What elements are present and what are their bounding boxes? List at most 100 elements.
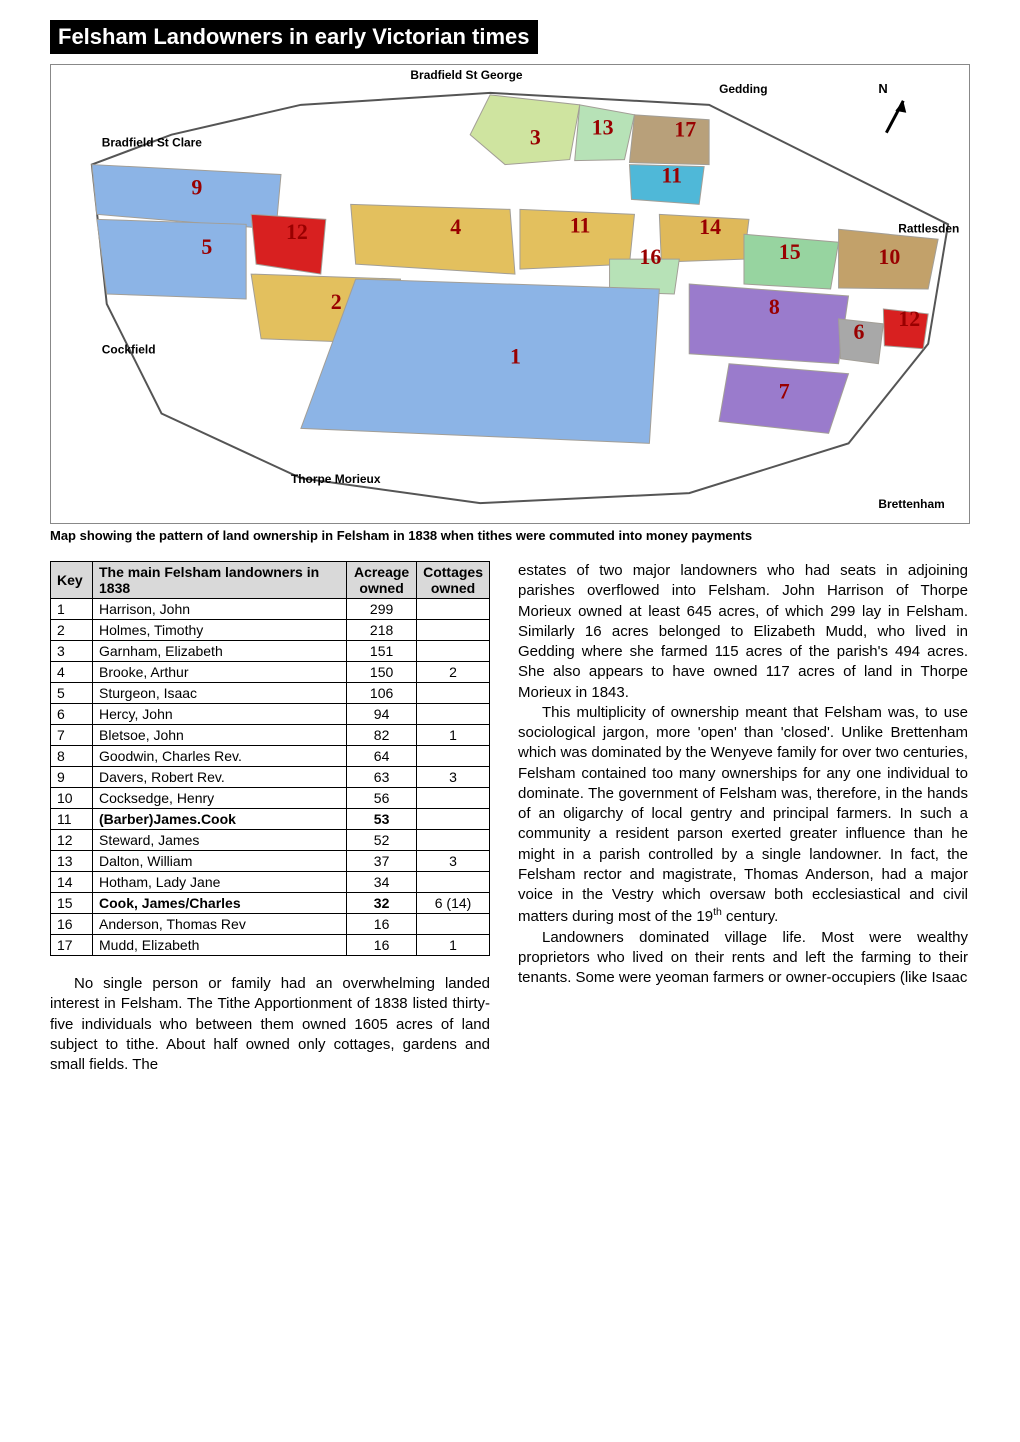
table-cell: 1 bbox=[417, 935, 490, 956]
table-cell: 32 bbox=[347, 893, 417, 914]
table-row: 15Cook, James/Charles326 (14) bbox=[51, 893, 490, 914]
table-cell: 11 bbox=[51, 809, 93, 830]
map-region-number: 12 bbox=[898, 306, 920, 331]
map-label: Rattlesden bbox=[898, 221, 959, 235]
table-cell: 8 bbox=[51, 746, 93, 767]
col-key: Key bbox=[51, 562, 93, 599]
table-cell bbox=[417, 620, 490, 641]
table-row: 11(Barber)James.Cook53 bbox=[51, 809, 490, 830]
table-cell: 299 bbox=[347, 599, 417, 620]
map-region-number: 13 bbox=[592, 115, 614, 140]
table-cell: 3 bbox=[417, 851, 490, 872]
table-cell: 3 bbox=[417, 767, 490, 788]
table-cell: 6 bbox=[51, 704, 93, 725]
table-cell: Brooke, Arthur bbox=[93, 662, 347, 683]
body-paragraph: Landowners dominated village life. Most … bbox=[518, 928, 968, 989]
table-row: 9Davers, Robert Rev.633 bbox=[51, 767, 490, 788]
table-cell: 151 bbox=[347, 641, 417, 662]
table-cell: 82 bbox=[347, 725, 417, 746]
table-cell: 16 bbox=[347, 935, 417, 956]
table-cell: 9 bbox=[51, 767, 93, 788]
table-cell: Garnham, Elizabeth bbox=[93, 641, 347, 662]
map-region-number: 4 bbox=[450, 214, 461, 239]
table-cell: Cocksedge, Henry bbox=[93, 788, 347, 809]
table-cell: Goodwin, Charles Rev. bbox=[93, 746, 347, 767]
map-region-number: 8 bbox=[769, 294, 780, 319]
table-cell bbox=[417, 914, 490, 935]
map-caption: Map showing the pattern of land ownershi… bbox=[50, 528, 970, 543]
table-row: 17Mudd, Elizabeth161 bbox=[51, 935, 490, 956]
table-cell bbox=[417, 683, 490, 704]
table-cell: 64 bbox=[347, 746, 417, 767]
map-region-number: 1 bbox=[510, 344, 521, 369]
table-cell: 17 bbox=[51, 935, 93, 956]
table-cell: (Barber)James.Cook bbox=[93, 809, 347, 830]
table-cell: 16 bbox=[347, 914, 417, 935]
table-cell bbox=[417, 641, 490, 662]
left-body-text: No single person or family had an overwh… bbox=[50, 974, 490, 1075]
map-region-number: 14 bbox=[699, 214, 721, 239]
table-cell: 10 bbox=[51, 788, 93, 809]
table-row: 6Hercy, John94 bbox=[51, 704, 490, 725]
map-region-number: 12 bbox=[286, 219, 308, 244]
body-paragraph: This multiplicity of ownership meant tha… bbox=[518, 703, 968, 928]
table-cell: 37 bbox=[347, 851, 417, 872]
table-cell bbox=[417, 599, 490, 620]
table-cell: Davers, Robert Rev. bbox=[93, 767, 347, 788]
table-cell: 16 bbox=[51, 914, 93, 935]
table-cell bbox=[417, 704, 490, 725]
table-cell: 63 bbox=[347, 767, 417, 788]
right-body-text: estates of two major landowners who had … bbox=[518, 561, 968, 988]
table-cell: 34 bbox=[347, 872, 417, 893]
table-row: 16Anderson, Thomas Rev16 bbox=[51, 914, 490, 935]
table-row: 4Brooke, Arthur1502 bbox=[51, 662, 490, 683]
page-title: Felsham Landowners in early Victorian ti… bbox=[50, 20, 538, 54]
table-cell: Hercy, John bbox=[93, 704, 347, 725]
col-acreage: Acreage owned bbox=[347, 562, 417, 599]
table-cell: 1 bbox=[417, 725, 490, 746]
map-region-number: 3 bbox=[530, 125, 541, 150]
map-label: N bbox=[878, 81, 887, 96]
table-row: 5Sturgeon, Isaac106 bbox=[51, 683, 490, 704]
table-cell: 15 bbox=[51, 893, 93, 914]
table-cell: Steward, James bbox=[93, 830, 347, 851]
table-cell bbox=[417, 809, 490, 830]
map-label: Cockfield bbox=[102, 343, 156, 357]
table-cell: 1 bbox=[51, 599, 93, 620]
table-row: 7Bletsoe, John821 bbox=[51, 725, 490, 746]
map-region bbox=[97, 219, 246, 299]
table-cell: 12 bbox=[51, 830, 93, 851]
map-region-number: 15 bbox=[779, 239, 801, 264]
table-cell: 6 (14) bbox=[417, 893, 490, 914]
table-cell: 3 bbox=[51, 641, 93, 662]
table-cell: 52 bbox=[347, 830, 417, 851]
map-region-number: 17 bbox=[674, 117, 696, 142]
table-cell: Sturgeon, Isaac bbox=[93, 683, 347, 704]
table-row: 3Garnham, Elizabeth151 bbox=[51, 641, 490, 662]
body-paragraph: estates of two major landowners who had … bbox=[518, 561, 968, 703]
map-region-number: 10 bbox=[878, 244, 900, 269]
map-label: Thorpe Morieux bbox=[291, 472, 381, 486]
table-cell bbox=[417, 872, 490, 893]
table-cell: Cook, James/Charles bbox=[93, 893, 347, 914]
map-label: Bradfield St Clare bbox=[102, 136, 203, 150]
table-cell: Bletsoe, John bbox=[93, 725, 347, 746]
table-row: 14Hotham, Lady Jane34 bbox=[51, 872, 490, 893]
table-cell: 2 bbox=[417, 662, 490, 683]
map-label: Gedding bbox=[719, 82, 767, 96]
table-cell: 2 bbox=[51, 620, 93, 641]
table-row: 12Steward, James52 bbox=[51, 830, 490, 851]
map-region-number: 6 bbox=[853, 319, 864, 344]
table-cell: 5 bbox=[51, 683, 93, 704]
table-cell: 56 bbox=[347, 788, 417, 809]
map-label: Bradfield St George bbox=[410, 68, 522, 82]
map-region-number: 5 bbox=[201, 234, 212, 259]
table-cell: Harrison, John bbox=[93, 599, 347, 620]
table-row: 2Holmes, Timothy218 bbox=[51, 620, 490, 641]
table-cell bbox=[417, 788, 490, 809]
table-cell: 106 bbox=[347, 683, 417, 704]
map-region-number: 11 bbox=[570, 212, 591, 237]
col-cottages: Cottages owned bbox=[417, 562, 490, 599]
map-region-number: 9 bbox=[191, 174, 202, 199]
table-cell: Anderson, Thomas Rev bbox=[93, 914, 347, 935]
